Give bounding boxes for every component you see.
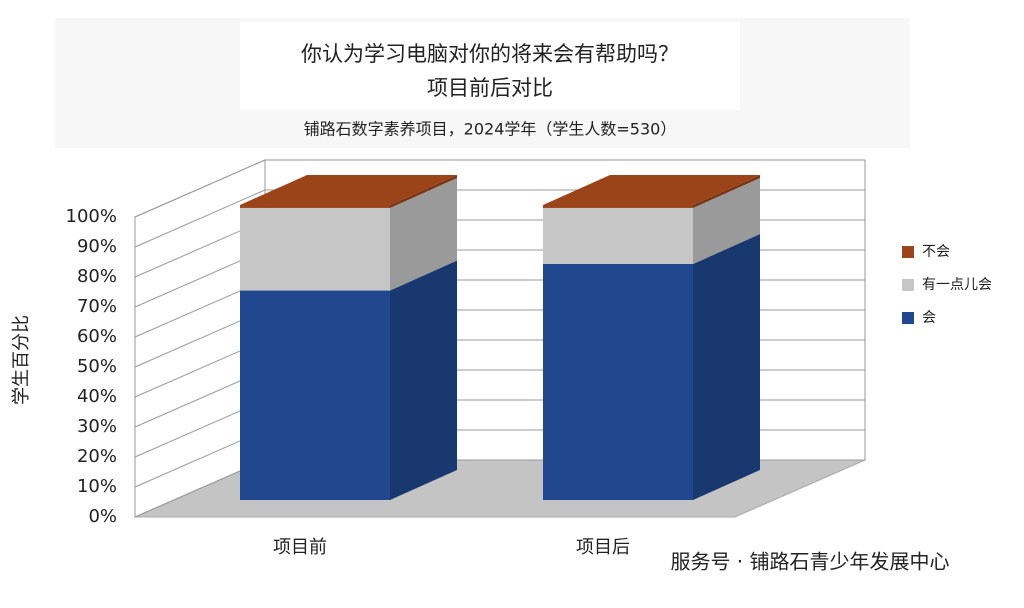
y-tick-label: 80% [77, 266, 117, 287]
legend-label: 有一点儿会 [922, 277, 992, 293]
y-tick-label: 90% [77, 236, 117, 257]
grid-line [134, 159, 865, 218]
legend-label: 不会 [922, 244, 950, 260]
bar-segment [240, 290, 390, 500]
bar-side [390, 177, 457, 291]
title-box [240, 22, 740, 110]
y-tick-label: 70% [77, 296, 117, 317]
y-tick-label: 50% [77, 356, 117, 377]
legend-swatch [902, 279, 914, 291]
y-tick-label: 30% [77, 416, 117, 437]
bar-segment [543, 264, 693, 500]
legend-label: 会 [922, 310, 936, 326]
bar-segment [240, 205, 390, 208]
y-tick-label: 0% [88, 506, 117, 527]
bar-segment [543, 207, 693, 264]
x-tick-label: 项目前 [273, 537, 327, 558]
chart-title-line2: 项目前后对比 [427, 76, 553, 100]
y-tick-label: 60% [77, 326, 117, 347]
bar-top [240, 175, 457, 205]
chart-title: 你认为学习电脑对你的将来会有帮助吗？ [301, 42, 679, 66]
y-tick-label: 40% [77, 386, 117, 407]
bar-side [390, 260, 457, 500]
chart-subtitle: 铺路石数字素养项目，2024学年（学生人数=530） [304, 120, 677, 139]
legend-swatch [902, 246, 914, 258]
bar-side [390, 175, 457, 208]
y-tick-label: 100% [66, 206, 117, 227]
y-tick-label: 10% [77, 476, 117, 497]
bar-top [543, 175, 760, 205]
legend-swatch [902, 312, 914, 324]
bar-side [693, 175, 760, 208]
bar-segment [543, 205, 693, 208]
x-tick-label: 项目后 [576, 537, 630, 558]
bar-side [693, 234, 760, 500]
y-axis-label: 学生百分比 [11, 315, 32, 405]
bar-side [693, 177, 760, 264]
watermark: 服务号 · 铺路石青少年发展中心 [670, 550, 949, 574]
bar-segment [240, 207, 390, 291]
y-tick-label: 20% [77, 446, 117, 467]
